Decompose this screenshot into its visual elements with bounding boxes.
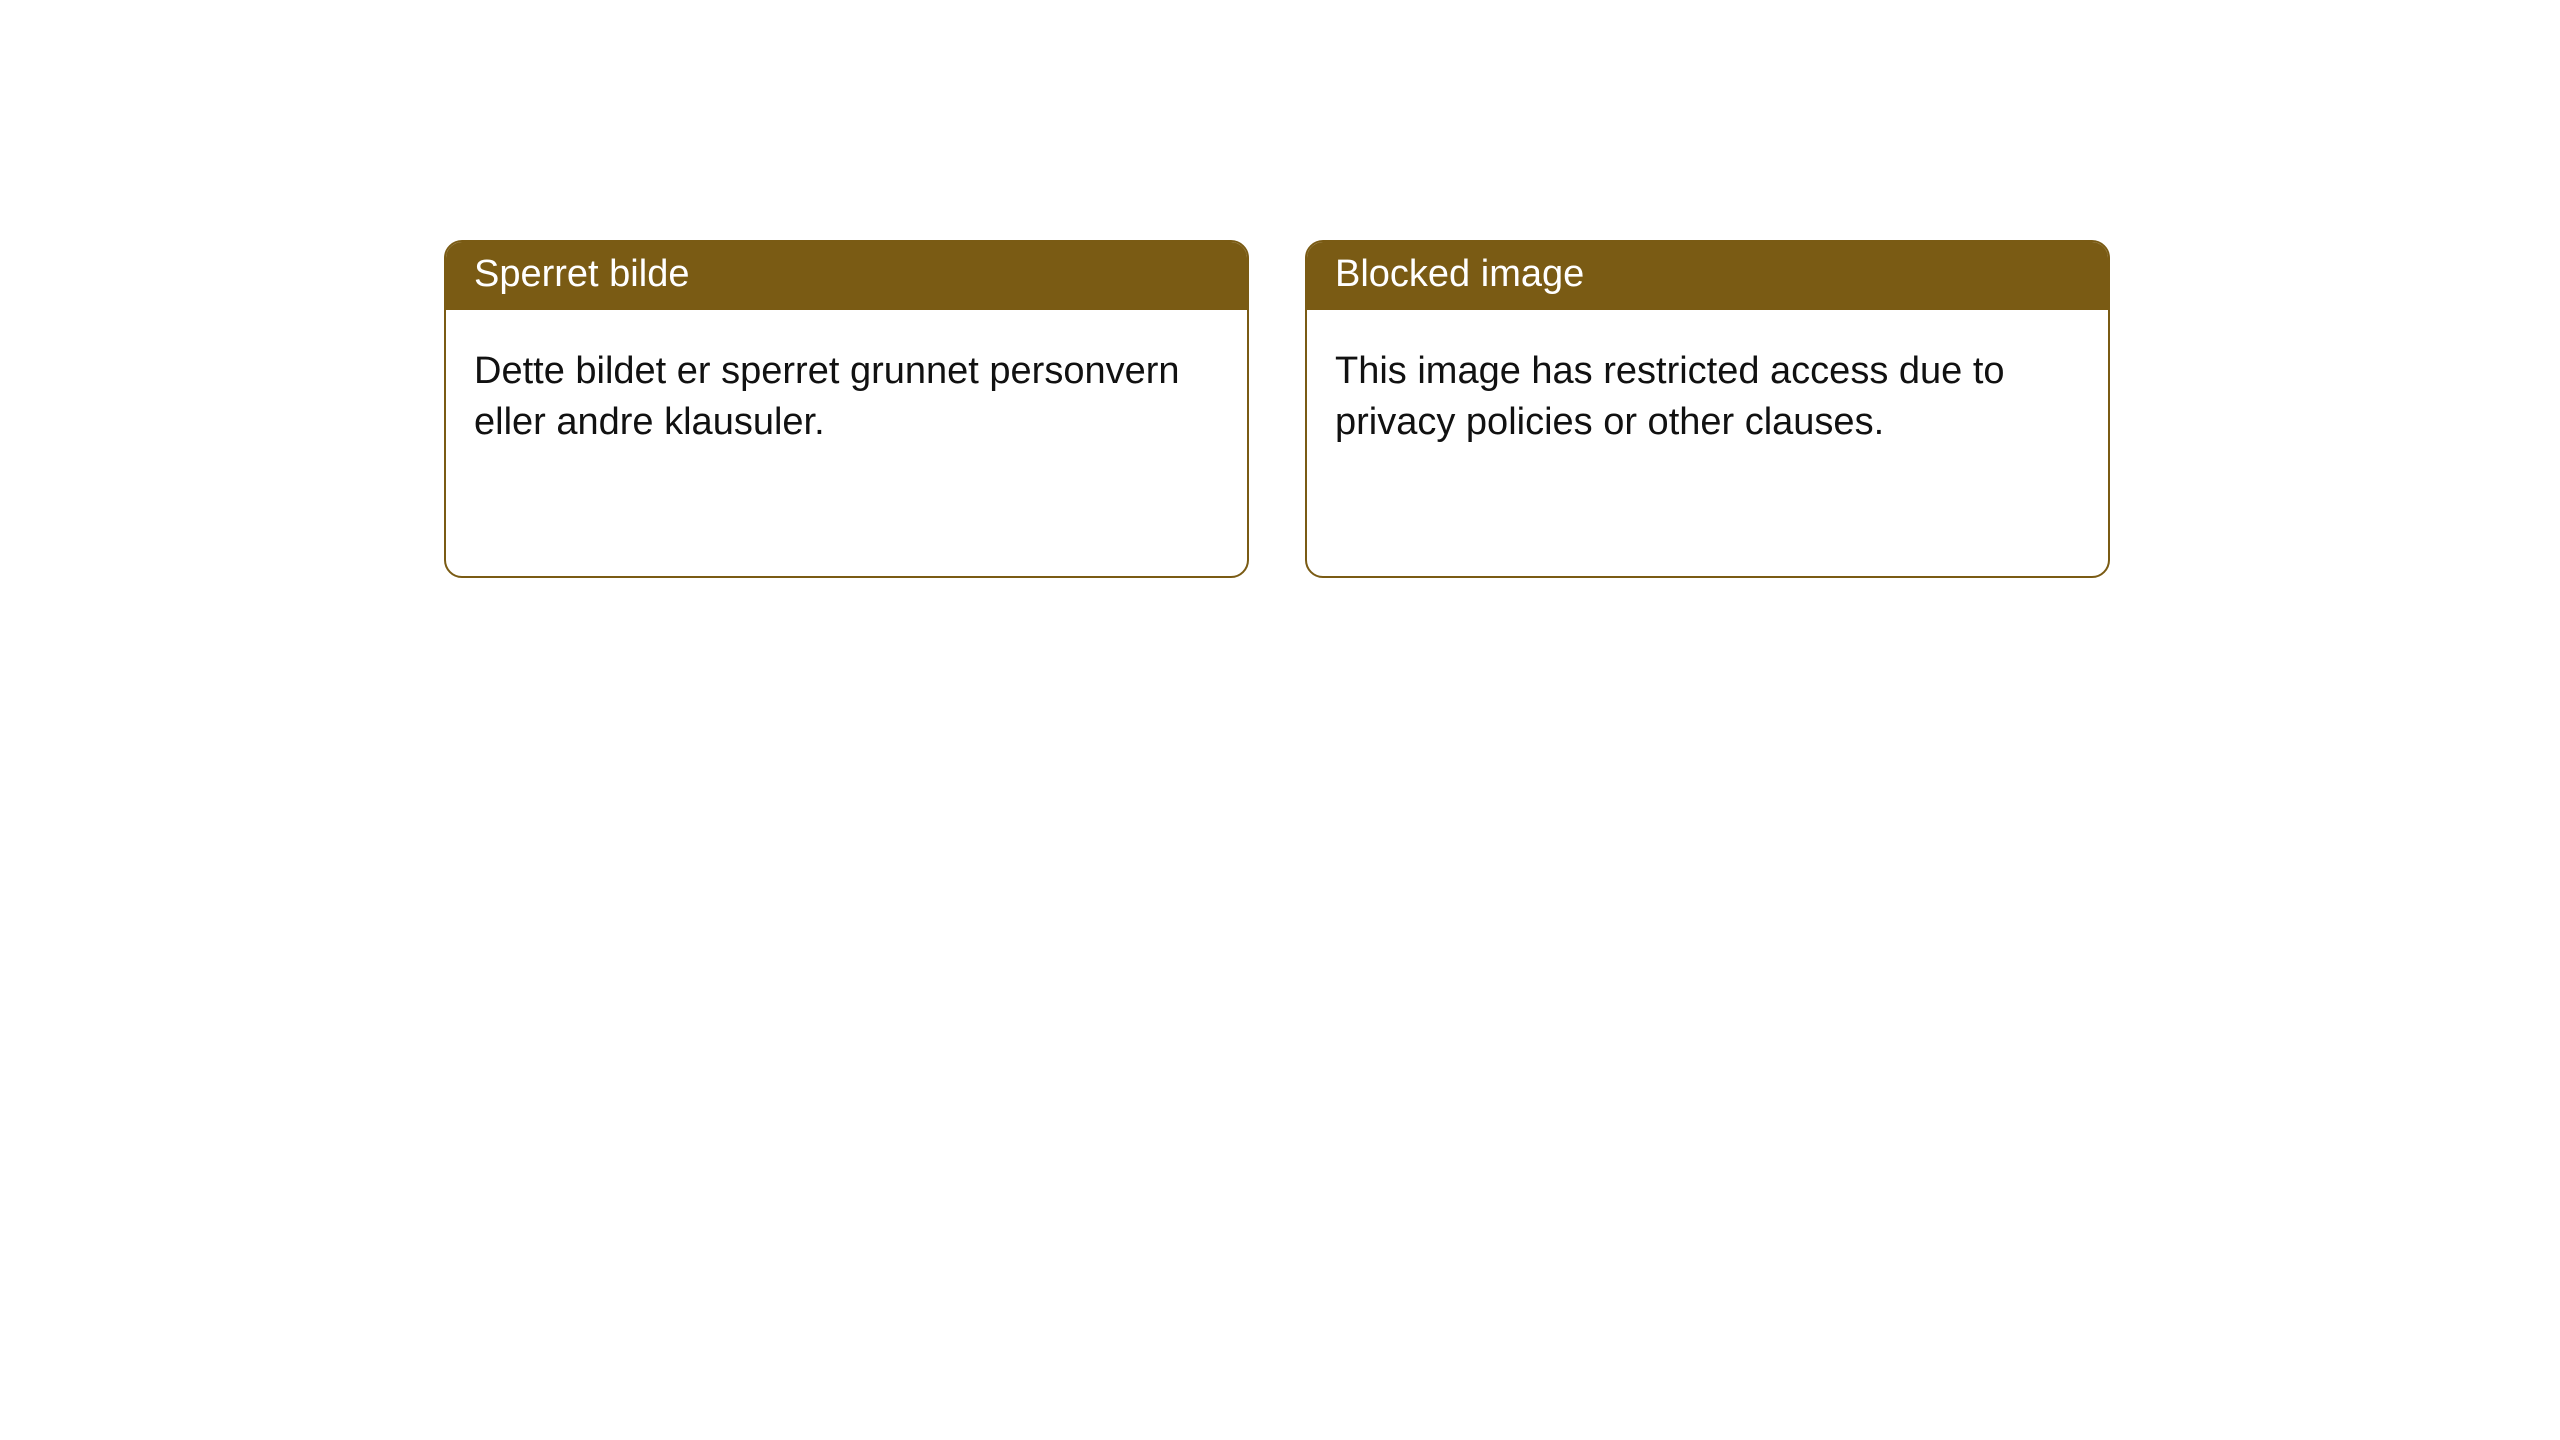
blocked-image-card-no: Sperret bilde Dette bildet er sperret gr… <box>444 240 1249 578</box>
notice-container: Sperret bilde Dette bildet er sperret gr… <box>0 0 2560 578</box>
card-body-en: This image has restricted access due to … <box>1307 310 2108 477</box>
blocked-image-card-en: Blocked image This image has restricted … <box>1305 240 2110 578</box>
card-header-no: Sperret bilde <box>446 242 1247 310</box>
card-header-en: Blocked image <box>1307 242 2108 310</box>
card-body-no: Dette bildet er sperret grunnet personve… <box>446 310 1247 477</box>
